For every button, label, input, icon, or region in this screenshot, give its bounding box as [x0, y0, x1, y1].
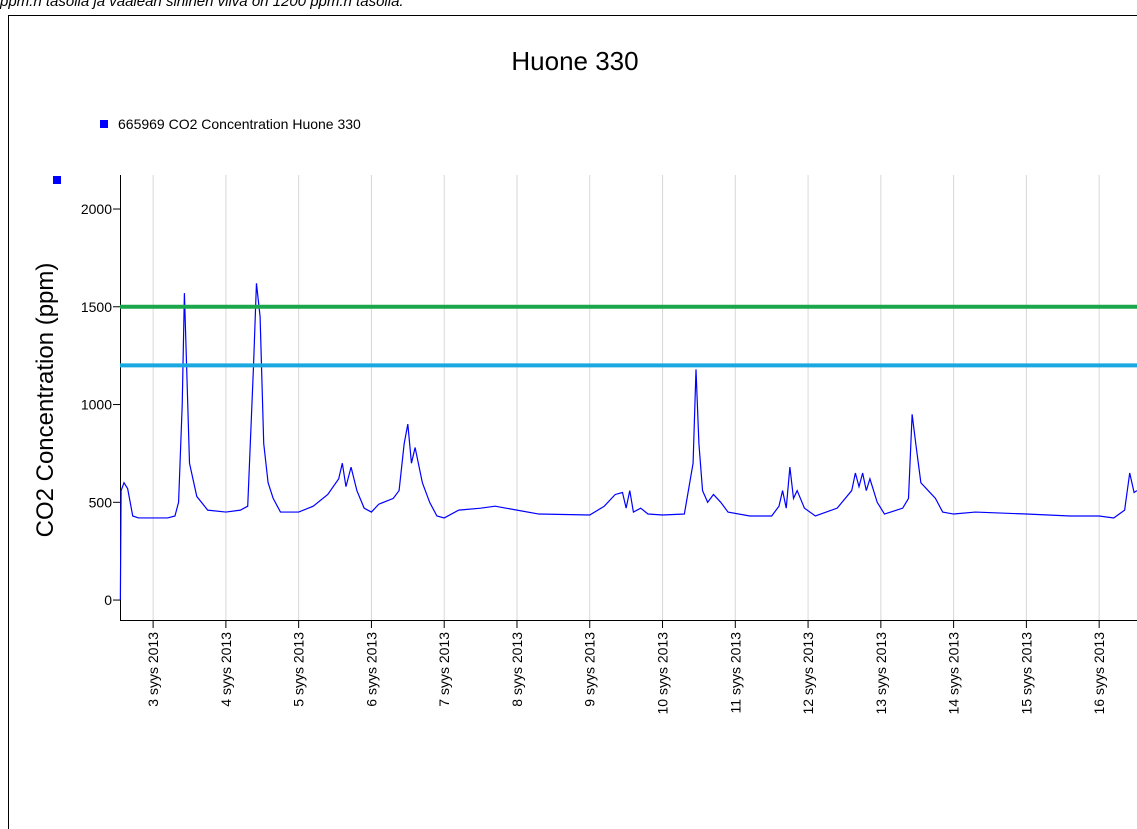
y-axis-label: CO2 Concentration (ppm) [32, 263, 59, 538]
x-tick-label: 5 syys 2013 [291, 632, 307, 707]
x-tick-label: 11 syys 2013 [727, 632, 743, 714]
x-tick-label: 10 syys 2013 [655, 632, 671, 715]
y-tick-label: 500 [89, 494, 113, 510]
x-tick-label: 13 syys 2013 [873, 632, 889, 715]
x-tick-label: 7 syys 2013 [436, 632, 452, 707]
caption: ppm:n tasolla ja vaalean sininen viiva o… [0, 0, 404, 10]
axis-marker [53, 176, 61, 184]
y-tick-label: 1000 [81, 397, 112, 413]
y-tick-label: 0 [104, 592, 112, 608]
x-tick-label: 15 syys 2013 [1018, 632, 1034, 715]
x-tick-label: 14 syys 2013 [946, 632, 962, 715]
x-tick-label: 9 syys 2013 [582, 632, 598, 707]
data-line [119, 283, 1137, 601]
y-tick-label: 2000 [81, 201, 112, 217]
legend-label: 665969 CO2 Concentration Huone 330 [118, 116, 361, 132]
x-tick-label: 12 syys 2013 [800, 632, 816, 715]
x-tick-label: 16 syys 2013 [1091, 632, 1107, 715]
x-tick-label: 8 syys 2013 [509, 632, 525, 707]
x-tick-label: 6 syys 2013 [363, 632, 379, 707]
x-tick-label: 3 syys 2013 [145, 632, 161, 707]
legend-swatch [100, 120, 108, 128]
chart-title: Huone 330 [511, 46, 638, 76]
y-tick-label: 1500 [81, 299, 112, 315]
x-tick-label: 4 syys 2013 [218, 632, 234, 707]
